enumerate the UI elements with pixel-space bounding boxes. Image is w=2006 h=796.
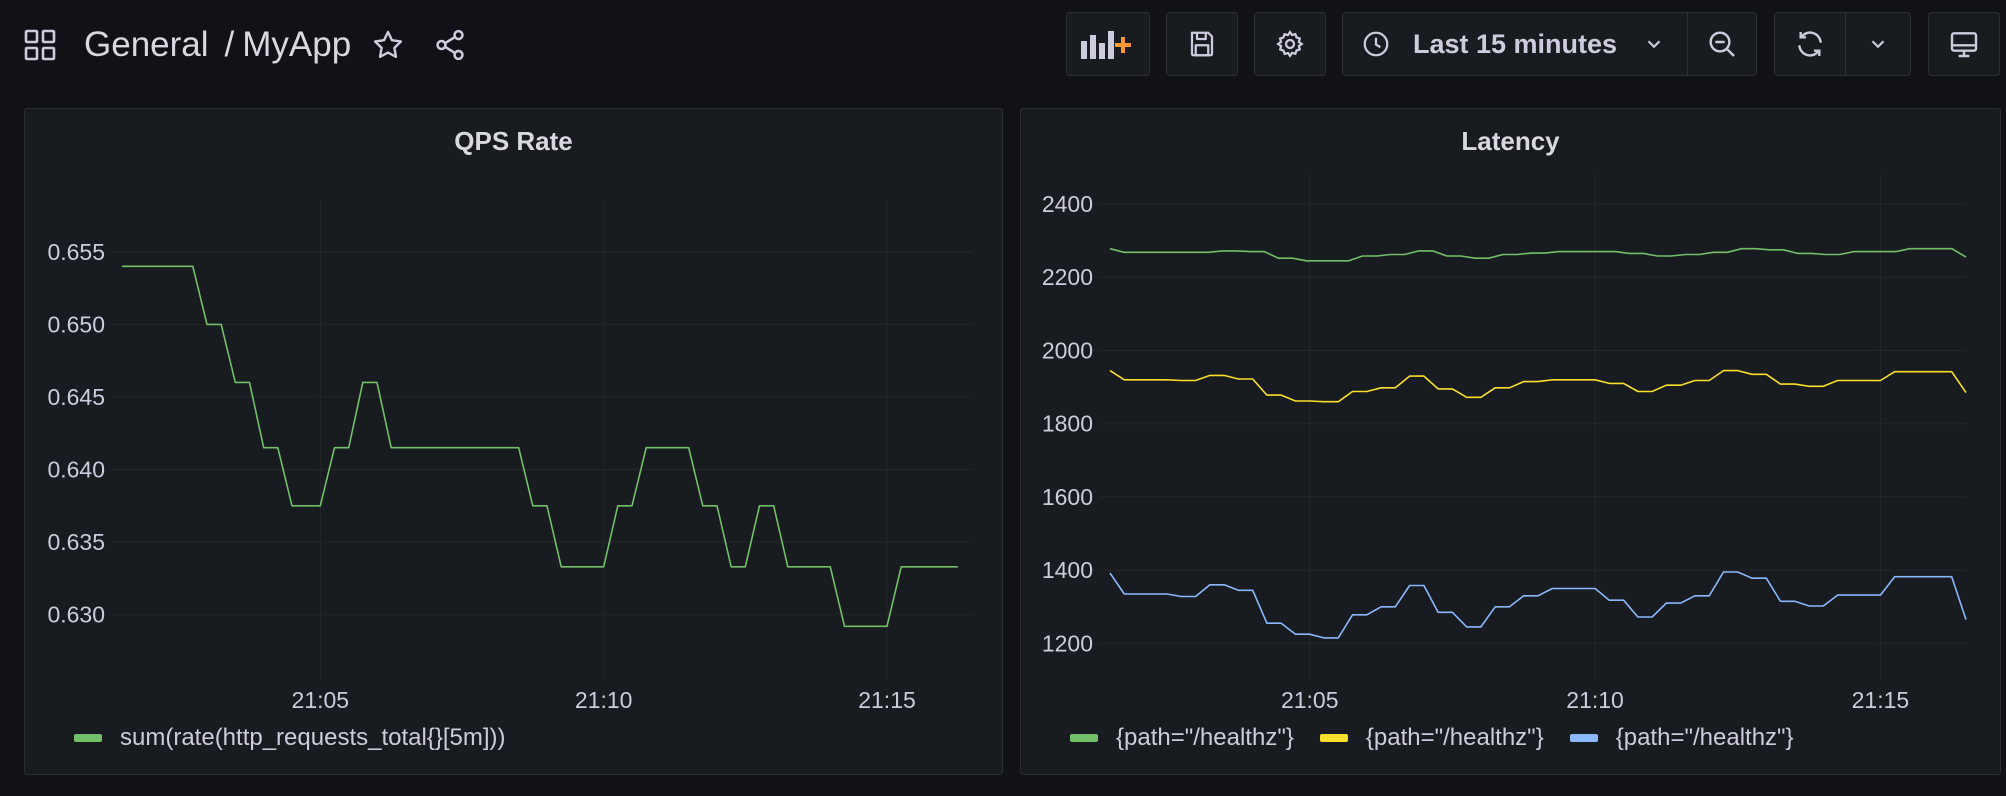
add-panel-icon: [1081, 29, 1135, 59]
legend-swatch: [1569, 734, 1598, 742]
chevron-down-icon: [1867, 33, 1889, 55]
view-mode-button[interactable]: [1928, 12, 2000, 76]
legend-item[interactable]: {path="/healthz"}: [1569, 724, 1794, 752]
dashboard-settings-button[interactable]: [1254, 12, 1326, 76]
gear-icon: [1275, 29, 1305, 59]
legend-item[interactable]: {path="/healthz"}: [1319, 724, 1544, 752]
clock-icon: [1361, 29, 1391, 59]
legend-swatch: [1319, 734, 1348, 742]
qps-panel-title[interactable]: QPS Rate: [454, 126, 573, 156]
legend-label: {path="/healthz"}: [1365, 724, 1544, 751]
legend-item[interactable]: {path="/healthz"}: [1070, 724, 1294, 752]
zoom-out-button[interactable]: [1687, 12, 1757, 76]
breadcrumb-separator: /: [224, 25, 235, 64]
legend-swatch: [74, 734, 102, 742]
tv-icon: [1948, 28, 1980, 60]
refresh-button[interactable]: [1774, 12, 1846, 76]
breadcrumb: General / MyApp: [24, 20, 467, 70]
legend-label: {path="/healthz"}: [1615, 724, 1794, 751]
latency-panel-title[interactable]: Latency: [1461, 126, 1560, 156]
latency-panel[interactable]: [1020, 108, 2001, 775]
refresh-interval-dropdown[interactable]: [1845, 12, 1911, 76]
time-range-picker[interactable]: Last 15 minutes: [1342, 12, 1688, 76]
chevron-down-icon: [1643, 33, 1665, 55]
time-range-label: Last 15 minutes: [1413, 28, 1618, 59]
qps-rate-panel[interactable]: [24, 108, 1003, 775]
legend-item[interactable]: sum(rate(http_requests_total{}[5m])): [74, 724, 506, 752]
qps-legend: sum(rate(http_requests_total{}[5m])): [74, 720, 532, 756]
top-bar: General / MyApp: [0, 0, 2006, 90]
save-dashboard-button[interactable]: [1166, 12, 1238, 76]
dashboard-title[interactable]: MyApp: [242, 25, 352, 64]
legend-label: sum(rate(http_requests_total{}[5m])): [120, 724, 506, 751]
save-icon: [1187, 29, 1217, 59]
legend-swatch: [1070, 734, 1098, 742]
legend-label: {path="/healthz"}: [1116, 724, 1294, 751]
star-icon[interactable]: [371, 28, 405, 62]
share-icon[interactable]: [433, 28, 467, 62]
add-panel-button[interactable]: [1066, 12, 1150, 76]
apps-icon[interactable]: [24, 29, 56, 61]
zoom-out-icon: [1706, 28, 1738, 60]
folder-link[interactable]: General: [84, 25, 209, 64]
refresh-icon: [1794, 28, 1826, 60]
latency-legend: {path="/healthz"} {path="/healthz"} {pat…: [1070, 720, 1820, 756]
